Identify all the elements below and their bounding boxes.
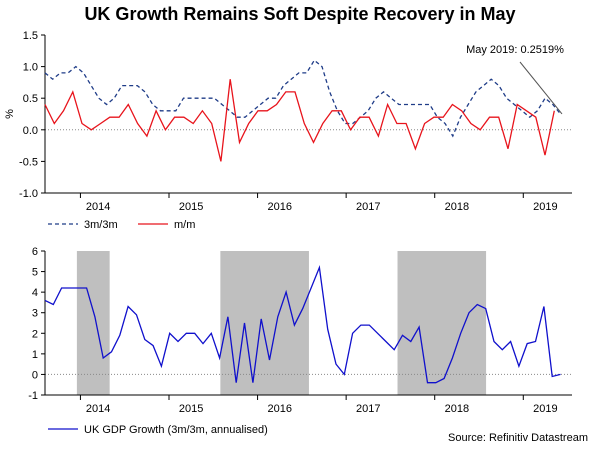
- x-tick-label: 2015: [179, 201, 203, 213]
- x-tick-label: 2014: [86, 403, 110, 415]
- y-tick-label: 1: [32, 349, 38, 361]
- y-tick-label: 1.0: [23, 62, 38, 74]
- source-note: Source: Refinitiv Datastream: [448, 432, 588, 444]
- y-tick-label: -1: [28, 390, 38, 402]
- x-tick-label: 2016: [267, 201, 291, 213]
- y-tick-label: -1.0: [19, 188, 38, 200]
- series-line-uk-gdp-growth-3m-3m-annualised-: [44, 264, 561, 384]
- x-tick-label: 2019: [533, 201, 557, 213]
- x-tick-label: 2019: [533, 403, 557, 415]
- y-tick-label: 6: [32, 246, 38, 258]
- legend-label: m/m: [174, 219, 195, 231]
- y-tick-label: 4: [32, 287, 38, 299]
- shaded-band-2: [397, 251, 487, 395]
- x-tick-label: 2014: [86, 201, 110, 213]
- x-tick-label: 2018: [445, 201, 469, 213]
- legend-label: 3m/3m: [84, 219, 118, 231]
- y-tick-label: 0: [32, 369, 38, 381]
- x-tick-label: 2015: [179, 403, 203, 415]
- chart-title: UK Growth Remains Soft Despite Recovery …: [84, 4, 516, 24]
- annotation-label: May 2019: 0.2519%: [466, 44, 564, 56]
- annotation-pointer: [519, 61, 563, 115]
- y-tick-label: 1.5: [23, 30, 38, 42]
- y-tick-label: 0.5: [23, 93, 38, 105]
- series-line-m-m: [44, 79, 555, 162]
- legend-label: UK GDP Growth (3m/3m, annualised): [84, 424, 268, 436]
- y-tick-label: 2: [32, 328, 38, 340]
- y-tick-label: 5: [32, 267, 38, 279]
- y-tick-label: 3: [32, 308, 38, 320]
- x-tick-label: 2017: [356, 403, 380, 415]
- y-tick-label: -0.5: [19, 156, 38, 168]
- y-axis-label: %: [4, 109, 16, 119]
- x-tick-label: 2017: [356, 201, 380, 213]
- x-tick-label: 2018: [445, 403, 469, 415]
- series-line-3m-3m: [44, 59, 562, 138]
- y-tick-label: 0.0: [23, 125, 38, 137]
- shaded-band-0: [76, 251, 110, 395]
- x-tick-label: 2016: [267, 403, 291, 415]
